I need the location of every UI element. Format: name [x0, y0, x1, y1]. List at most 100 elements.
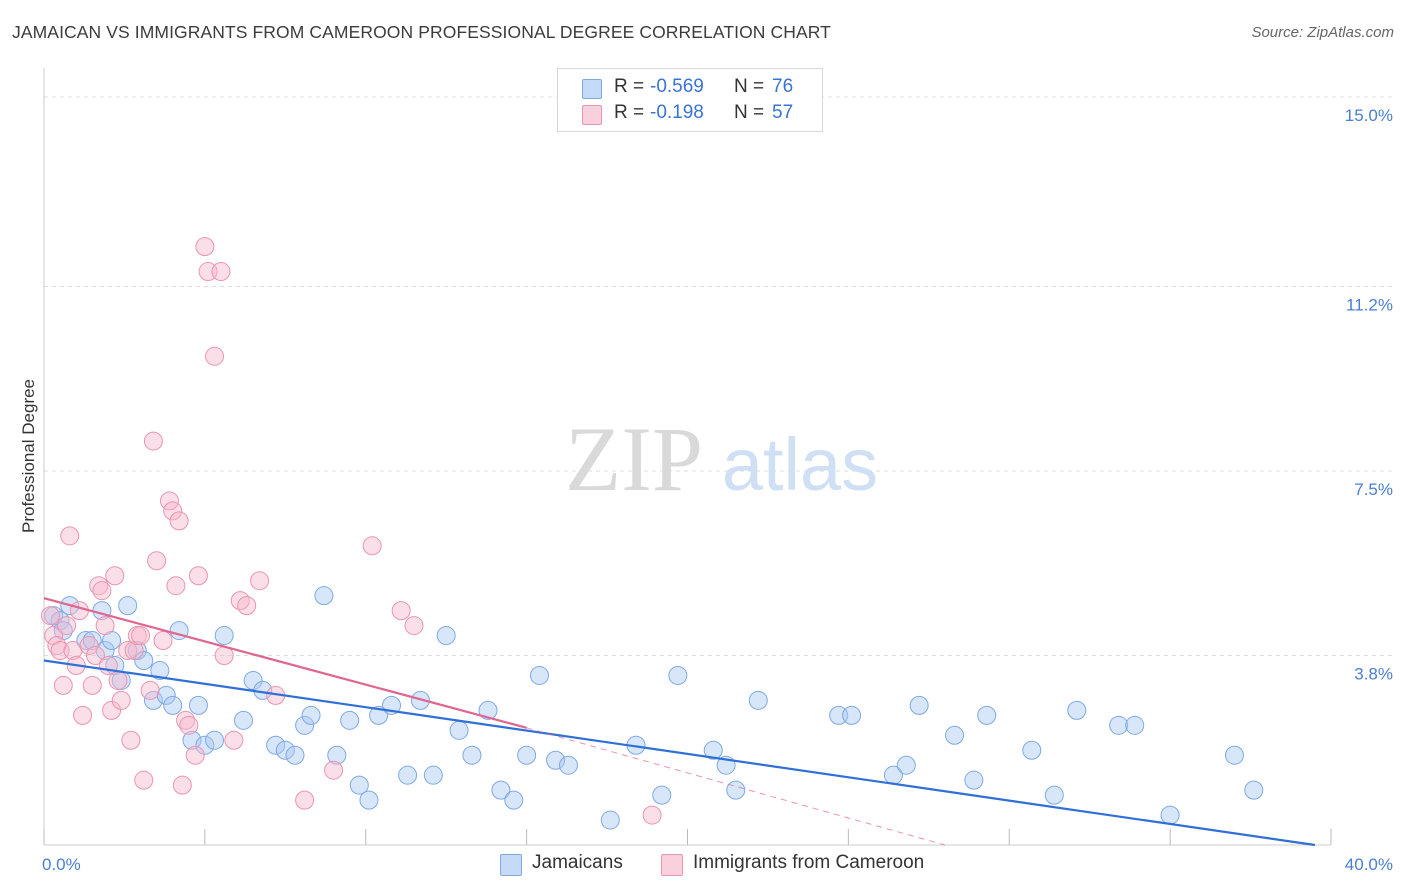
axes	[43, 68, 1332, 846]
point-cameroon	[108, 670, 128, 690]
legend-label: Jamaicans	[532, 852, 623, 873]
point-cameroon	[147, 551, 167, 571]
series-legend: Jamaicans Immigrants from Cameroon	[0, 852, 1406, 878]
point-cameroon	[105, 566, 125, 586]
point-jamaicans	[748, 690, 768, 710]
watermark-atlas: atlas	[722, 423, 878, 506]
point-cameroon	[89, 576, 109, 596]
point-cameroon	[205, 346, 225, 366]
point-cameroon	[176, 710, 196, 730]
point-jamaicans	[478, 700, 498, 720]
source-credit: Source: ZipAtlas.com	[1251, 24, 1394, 41]
legend-swatch-pink	[661, 854, 683, 876]
point-jamaicans	[243, 670, 263, 690]
y-tick-label: 11.2%	[1346, 295, 1393, 314]
point-cameroon	[121, 730, 141, 750]
point-jamaicans	[349, 775, 369, 795]
point-jamaicans	[1244, 780, 1264, 800]
point-jamaicans	[118, 596, 138, 616]
point-cameroon	[79, 636, 99, 656]
point-jamaicans	[301, 705, 321, 725]
point-cameroon	[73, 705, 93, 725]
point-jamaicans	[163, 695, 183, 715]
point-jamaicans	[285, 745, 305, 765]
point-jamaicans	[1044, 785, 1064, 805]
point-cameroon	[69, 601, 89, 621]
point-cameroon	[642, 805, 662, 825]
point-jamaicans	[76, 631, 96, 651]
point-jamaicans	[1022, 740, 1042, 760]
point-cameroon	[188, 566, 208, 586]
point-jamaicans	[82, 631, 102, 651]
point-jamaicans	[266, 735, 286, 755]
point-jamaicans	[896, 755, 916, 775]
point-cameroon	[179, 715, 199, 735]
point-cameroon	[198, 262, 218, 282]
legend-r-label: R =	[614, 102, 645, 123]
point-cameroon	[391, 601, 411, 621]
point-cameroon	[60, 526, 80, 546]
point-cameroon	[57, 616, 77, 636]
point-cameroon	[324, 760, 344, 780]
point-jamaicans	[945, 725, 965, 745]
point-cameroon	[153, 631, 173, 651]
point-jamaicans	[398, 765, 418, 785]
point-cameroon	[295, 790, 315, 810]
point-cameroon	[230, 591, 250, 611]
point-jamaicans	[369, 705, 389, 725]
gridlines	[44, 96, 1392, 657]
point-jamaicans	[504, 790, 524, 810]
point-jamaicans	[214, 626, 234, 646]
point-jamaicans	[314, 586, 334, 606]
point-cameroon	[92, 581, 112, 601]
y-axis-label: Professional Degree	[19, 379, 38, 533]
legend-r-value: -0.198	[650, 102, 704, 123]
legend-n-label: N =	[734, 76, 765, 97]
point-jamaicans	[182, 730, 202, 750]
point-jamaicans	[233, 710, 253, 730]
point-jamaicans	[134, 650, 154, 670]
point-jamaicans	[436, 626, 456, 646]
point-cameroon	[50, 641, 70, 661]
legend-swatch-blue	[500, 854, 522, 876]
point-jamaicans	[423, 765, 443, 785]
point-jamaicans	[491, 780, 511, 800]
point-cameroon	[111, 690, 131, 710]
point-cameroon	[131, 626, 151, 646]
point-cameroon	[185, 745, 205, 765]
trend-lines	[43, 597, 1316, 847]
point-cameroon	[166, 576, 186, 596]
watermark: ZIP atlas	[565, 408, 878, 510]
point-cameroon	[169, 511, 189, 531]
point-cameroon	[85, 646, 105, 666]
point-cameroon	[134, 770, 154, 790]
y-tick-label: 3.8%	[1354, 665, 1393, 684]
point-cameroon	[404, 616, 424, 636]
point-jamaicans	[517, 745, 537, 765]
x-tick-label: 40.0%	[1345, 855, 1393, 874]
point-cameroon	[95, 616, 115, 636]
point-jamaicans	[340, 710, 360, 730]
point-jamaicans	[703, 740, 723, 760]
point-jamaicans	[205, 730, 225, 750]
point-jamaicans	[327, 745, 347, 765]
x-tick-labels: 0.0% 40.0%	[42, 855, 1393, 874]
point-jamaicans	[842, 705, 862, 725]
point-cameroon	[53, 675, 73, 695]
point-jamaicans	[829, 705, 849, 725]
x-tick-label: 0.0%	[42, 855, 81, 874]
trend-line-cameroon	[43, 597, 527, 729]
legend-swatch-pink	[582, 105, 602, 125]
point-jamaicans	[600, 810, 620, 830]
point-jamaicans	[359, 790, 379, 810]
point-cameroon	[102, 700, 122, 720]
point-cameroon	[140, 680, 160, 700]
point-cameroon	[195, 237, 215, 257]
correlation-legend: R = -0.569 N = 76 R = -0.198 N = 57	[557, 68, 823, 132]
legend-r-label: R =	[614, 76, 645, 97]
point-cameroon	[118, 641, 138, 661]
point-jamaicans	[529, 665, 549, 685]
point-jamaicans	[188, 695, 208, 715]
point-jamaicans	[558, 755, 578, 775]
point-cameroon	[362, 536, 382, 556]
